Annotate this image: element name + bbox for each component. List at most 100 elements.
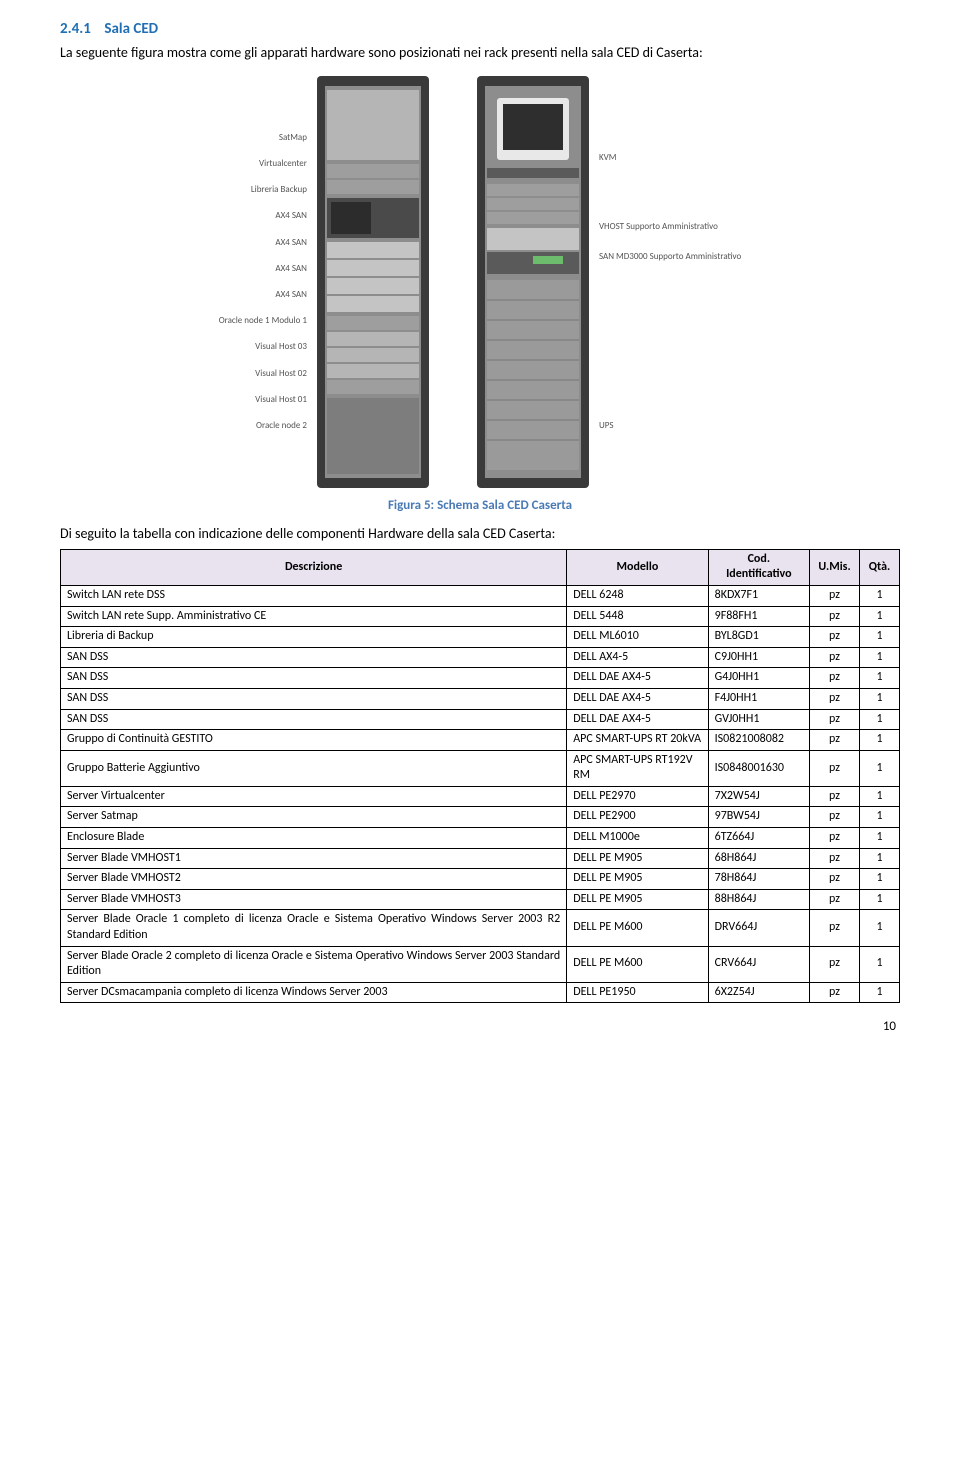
section-heading: 2.4.1 Sala CED [60,20,900,40]
table-cell: pz [810,848,860,869]
table-cell: Server Blade Oracle 1 completo di licenz… [61,910,567,946]
table-cell: DELL PE2900 [567,807,708,828]
table-cell: 1 [860,848,900,869]
table-cell: DELL PE M600 [567,946,708,982]
table-cell: Gruppo Batterie Aggiuntivo [61,750,567,786]
table-cell: Server Blade VMHOST1 [61,848,567,869]
table-cell: DRV664J [708,910,809,946]
table-cell: pz [810,730,860,751]
hardware-table: Descrizione Modello Cod. Identificativo … [60,549,900,1004]
rack-label: Oracle node 2 [256,420,307,432]
table-row: SAN DSSDELL DAE AX4-5G4J0HH1pz1 [61,668,900,689]
col-modello: Modello [567,549,708,585]
table-cell: DELL PE2970 [567,786,708,807]
rack-label: Oracle node 1 Modulo 1 [219,315,307,327]
table-cell: DELL AX4-5 [567,647,708,668]
table-row: Server DCsmacampania completo di licenza… [61,982,900,1003]
rack-2-svg [473,72,593,492]
rack-label: Libreria Backup [251,184,307,196]
table-cell: Switch LAN rete DSS [61,585,567,606]
table-header-row: Descrizione Modello Cod. Identificativo … [61,549,900,585]
table-cell: pz [810,889,860,910]
table-cell: Server Blade Oracle 2 completo di licenz… [61,946,567,982]
rack-1-labels: SatMap Virtualcenter Libreria Backup AX4 SA… [219,72,307,432]
table-row: Server SatmapDELL PE290097BW54Jpz1 [61,807,900,828]
table-cell: 1 [860,585,900,606]
table-row: SAN DSSDELL DAE AX4-5F4J0HH1pz1 [61,688,900,709]
section-number: 2.4.1 [60,20,91,38]
table-cell: pz [810,807,860,828]
table-cell: DELL PE M600 [567,910,708,946]
col-qta: Qtà. [860,549,900,585]
table-cell: 1 [860,606,900,627]
table-cell: C9J0HH1 [708,647,809,668]
table-cell: DELL PE M905 [567,848,708,869]
table-cell: DELL DAE AX4-5 [567,668,708,689]
table-cell: SAN DSS [61,668,567,689]
section-title: Sala CED [104,20,158,38]
table-cell: 1 [860,982,900,1003]
rack-1-svg [313,72,433,492]
table-cell: 1 [860,946,900,982]
table-cell: pz [810,982,860,1003]
table-cell: DELL DAE AX4-5 [567,688,708,709]
table-cell: pz [810,828,860,849]
page-number: 10 [60,1019,900,1036]
table-row: Switch LAN rete Supp. Amministrativo CED… [61,606,900,627]
rack-label: AX4 SAN [275,210,307,222]
table-row: Gruppo Batterie AggiuntivoAPC SMART-UPS … [61,750,900,786]
table-cell: 6X2Z54J [708,982,809,1003]
table-cell: Server Virtualcenter [61,786,567,807]
table-row: Enclosure BladeDELL M1000e6TZ664Jpz1 [61,828,900,849]
table-cell: pz [810,606,860,627]
rack-label: AX4 SAN [275,289,307,301]
table-cell: DELL PE M905 [567,869,708,890]
table-cell: pz [810,946,860,982]
table-cell: 68H864J [708,848,809,869]
table-cell: 1 [860,647,900,668]
table-row: Switch LAN rete DSSDELL 62488KDX7F1pz1 [61,585,900,606]
table-cell: pz [810,647,860,668]
table-cell: DELL 6248 [567,585,708,606]
table-cell: 1 [860,807,900,828]
table-cell: 1 [860,869,900,890]
table-cell: CRV664J [708,946,809,982]
table-cell: DELL PE1950 [567,982,708,1003]
table-cell: pz [810,709,860,730]
table-cell: pz [810,585,860,606]
table-cell: DELL ML6010 [567,627,708,648]
rack-label: KVM [599,152,616,164]
table-cell: DELL M1000e [567,828,708,849]
table-cell: Server Satmap [61,807,567,828]
table-cell: Libreria di Backup [61,627,567,648]
table-cell: 88H864J [708,889,809,910]
rack-label: SAN MD3000 Supporto Amministrativo [599,251,741,263]
table-cell: 1 [860,889,900,910]
table-cell: 6TZ664J [708,828,809,849]
table-row: Server Blade Oracle 1 completo di licenz… [61,910,900,946]
rack-label: SatMap [279,132,307,144]
table-cell: DELL DAE AX4-5 [567,709,708,730]
table-cell: 97BW54J [708,807,809,828]
col-umis: U.Mis. [810,549,860,585]
table-cell: 1 [860,786,900,807]
table-cell: DELL 5448 [567,606,708,627]
rack-label: Visual Host 02 [255,368,307,380]
table-cell: 8KDX7F1 [708,585,809,606]
table-row: SAN DSSDELL DAE AX4-5GVJ0HH1pz1 [61,709,900,730]
figure-area: SatMap Virtualcenter Libreria Backup AX4 SA… [60,72,900,492]
table-cell: DELL PE M905 [567,889,708,910]
rack-label: Virtualcenter [259,158,307,170]
rack-2: KVMVHOST Supporto AmministrativoSAN MD30… [473,72,741,492]
rack-label: AX4 SAN [275,237,307,249]
table-cell: 1 [860,709,900,730]
col-descrizione: Descrizione [61,549,567,585]
table-cell: APC SMART-UPS RT192V RM [567,750,708,786]
table-lead-text: Di seguito la tabella con indicazione de… [60,525,900,543]
intro-text: La seguente figura mostra come gli appar… [60,44,900,62]
table-cell: 1 [860,750,900,786]
table-cell: 1 [860,730,900,751]
table-cell: BYL8GD1 [708,627,809,648]
table-row: Server Blade VMHOST1DELL PE M90568H864Jp… [61,848,900,869]
table-row: Gruppo di Continuità GESTITOAPC SMART-UP… [61,730,900,751]
